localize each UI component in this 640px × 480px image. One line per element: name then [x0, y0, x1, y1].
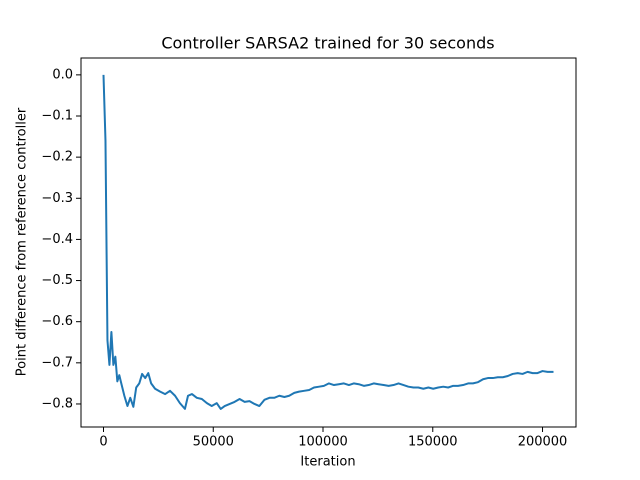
y-tick-label: −0.7: [41, 355, 73, 370]
y-axis-label: Point difference from reference controll…: [15, 107, 30, 376]
y-tick-label: −0.2: [41, 150, 73, 165]
x-tick-label: 200000: [518, 435, 568, 450]
y-tick-label: −0.4: [41, 232, 73, 247]
plot-frame: [80, 57, 577, 428]
chart-title: Controller SARSA2 trained for 30 seconds: [161, 34, 494, 53]
y-tick-label: −0.8: [41, 396, 73, 411]
data-line: [102, 74, 554, 410]
y-tick-label: 0.0: [52, 67, 73, 82]
x-tick-label: 150000: [408, 435, 458, 450]
y-tick-label: −0.5: [41, 273, 73, 288]
y-tick-label: −0.3: [41, 191, 73, 206]
x-axis-label: Iteration: [300, 455, 355, 470]
x-tick-label: 100000: [298, 435, 348, 450]
y-tick-label: −0.1: [41, 109, 73, 124]
y-tick-label: −0.6: [41, 314, 73, 329]
x-tick-label: 0: [99, 435, 107, 450]
x-tick-label: 50000: [193, 435, 234, 450]
